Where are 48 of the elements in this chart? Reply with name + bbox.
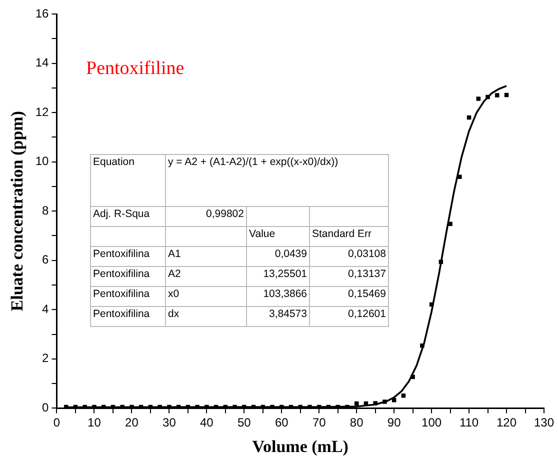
y-tick-label: 14 [35, 56, 50, 70]
annotation: Pentoxifilina [90, 246, 166, 267]
x-tick-label: 80 [350, 416, 364, 430]
x-tick-label: 130 [534, 416, 554, 430]
annotation: 0,99802 [166, 206, 246, 227]
annotation: 3,84573 [246, 306, 310, 327]
y-tick-label: 12 [35, 104, 50, 119]
x-tick-label: 90 [387, 416, 402, 430]
annotation: Equation [90, 154, 166, 207]
x-tick-label: 0 [53, 416, 60, 430]
x-tick-label: 70 [312, 416, 326, 430]
y-tick-label: 8 [42, 203, 50, 218]
annotation: y = A2 + (A1-A2)/(1 + exp((x-x0)/dx)) [166, 154, 388, 207]
x-tick-label: 30 [162, 416, 176, 430]
annotation: dx [166, 306, 246, 327]
annotation: Pentoxifilina [90, 286, 166, 307]
x-tick-label: 120 [496, 416, 517, 430]
y-tick-label: 16 [35, 6, 50, 20]
annotation: 0,15469 [310, 286, 388, 307]
y-tick-label: 10 [35, 154, 50, 168]
x-tick-label: 60 [274, 416, 289, 430]
y-tick-label: 6 [42, 252, 50, 267]
y-axis-title: Eluate concentration (ppm) [8, 110, 27, 312]
x-tick-label: 40 [200, 416, 214, 430]
annotation: 0,13137 [310, 266, 388, 287]
y-tick-label: 0 [42, 400, 50, 415]
annotation: Pentoxifilina [90, 306, 166, 327]
x-tick-label: 10 [88, 416, 102, 430]
annotation: 103,3866 [246, 286, 310, 307]
x-axis-title: Volume (mL) [252, 437, 348, 456]
annotation: Pentoxifiline [86, 58, 184, 80]
annotation: Adj. R-Squa [90, 206, 166, 227]
x-tick-label: 110 [459, 416, 479, 430]
y-tick-label: 4 [42, 302, 50, 316]
annotation: Pentoxifilina [90, 266, 166, 287]
annotation: x0 [166, 286, 246, 307]
annotation: 0,03108 [310, 246, 388, 267]
x-tick-label: 50 [237, 416, 252, 430]
x-tick-label: 20 [125, 416, 139, 430]
annotation: A1 [166, 246, 246, 267]
y-tick-label: 2 [42, 351, 50, 366]
annotation: 0,12601 [310, 306, 388, 327]
annotation: Standard Err [310, 226, 388, 247]
annotation: 13,25501 [246, 266, 310, 287]
annotation: A2 [166, 266, 246, 287]
annotation: Value [246, 226, 310, 247]
x-tick-label: 100 [422, 416, 442, 430]
annotation: 0,0439 [246, 246, 310, 267]
